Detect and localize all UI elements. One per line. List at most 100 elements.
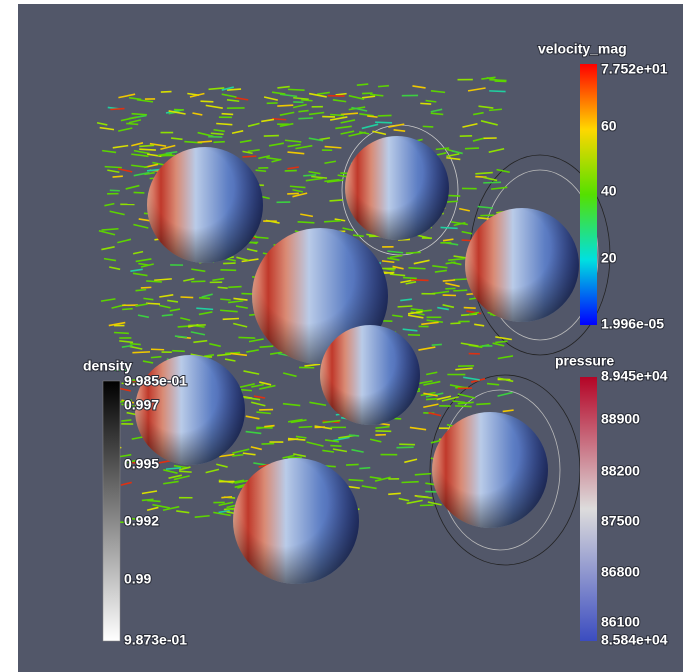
arrow [392, 265, 404, 270]
arrow [213, 511, 231, 517]
arrow [132, 272, 148, 277]
arrow [432, 264, 448, 269]
arrow [453, 278, 469, 281]
legend-label: 7.752e+01 [601, 61, 668, 77]
arrow [407, 310, 423, 315]
arrow [222, 317, 240, 321]
arrow [351, 448, 364, 453]
arrow [266, 156, 281, 161]
arrow [121, 344, 133, 348]
arrow [180, 317, 191, 322]
arrow [405, 251, 421, 255]
arrow [209, 342, 221, 348]
arrow [282, 454, 295, 459]
arrow [277, 104, 294, 107]
arrow [369, 93, 384, 97]
arrow [293, 96, 309, 101]
arrow [159, 304, 171, 309]
arrow [108, 321, 126, 327]
arrow [470, 378, 486, 383]
arrow [483, 181, 502, 184]
arrow [502, 409, 514, 413]
arrow [425, 99, 437, 103]
arrow [455, 367, 473, 371]
arrow [496, 168, 510, 174]
arrow [107, 169, 120, 174]
arrow [245, 415, 260, 420]
sphere-shade [320, 325, 420, 425]
arrow [255, 236, 269, 240]
arrow [451, 150, 463, 155]
arrow [220, 298, 231, 301]
arrow [495, 340, 508, 344]
arrow [381, 271, 394, 275]
arrow [292, 188, 304, 193]
arrow [492, 342, 505, 347]
arrow [323, 219, 342, 223]
arrow [183, 277, 195, 282]
arrow [397, 305, 413, 308]
arrow [198, 296, 211, 300]
arrow [131, 517, 144, 521]
arrow [243, 370, 260, 375]
arrow [246, 248, 258, 253]
legend-label: 9.873e-01 [124, 632, 187, 648]
arrow [251, 383, 264, 388]
arrow [213, 128, 225, 133]
arrow [410, 308, 424, 311]
arrow [221, 495, 233, 499]
arrow [308, 137, 324, 142]
arrow [233, 297, 248, 301]
arrow [139, 148, 156, 151]
arrow [194, 514, 210, 519]
arrow [453, 289, 468, 292]
arrow [421, 321, 439, 326]
arrow [467, 87, 486, 92]
arrow [387, 250, 404, 254]
arrow [361, 95, 376, 99]
arrow [431, 343, 442, 347]
arrow [393, 129, 406, 133]
arrow [292, 192, 308, 198]
arrow [425, 397, 438, 401]
legend-title: velocity_mag [538, 41, 627, 57]
arrow [381, 260, 395, 264]
arrow [250, 446, 262, 451]
arrow [203, 353, 215, 358]
sphere-shade [432, 412, 548, 528]
legend-label: 0.995 [124, 456, 159, 472]
arrow [160, 153, 173, 157]
arrow [476, 402, 491, 406]
arrow [261, 118, 275, 123]
arrow [205, 104, 223, 109]
arrow [298, 109, 309, 113]
arrow [225, 257, 236, 262]
arrow [417, 495, 433, 499]
arrow [196, 307, 214, 311]
arrow [304, 363, 321, 367]
arrow [140, 286, 152, 289]
arrow [332, 99, 347, 103]
arrow [356, 83, 369, 87]
arrow [405, 281, 417, 285]
arrow [259, 381, 272, 386]
arrow [329, 116, 348, 121]
arrow [218, 509, 230, 514]
arrow [474, 323, 485, 327]
arrow [410, 278, 429, 282]
arrow [309, 401, 327, 407]
arrow [332, 436, 350, 442]
arrow [218, 501, 234, 507]
sphere-shade [147, 147, 263, 263]
arrow [418, 380, 433, 385]
arrow [437, 306, 449, 311]
arrow [139, 144, 155, 148]
arrow [445, 282, 460, 288]
arrow [468, 311, 480, 316]
arrow [101, 246, 115, 251]
arrow [427, 501, 442, 506]
arrow [372, 130, 387, 136]
pressure-colorbar [580, 377, 597, 641]
arrow [190, 331, 206, 336]
arrow [104, 165, 122, 169]
